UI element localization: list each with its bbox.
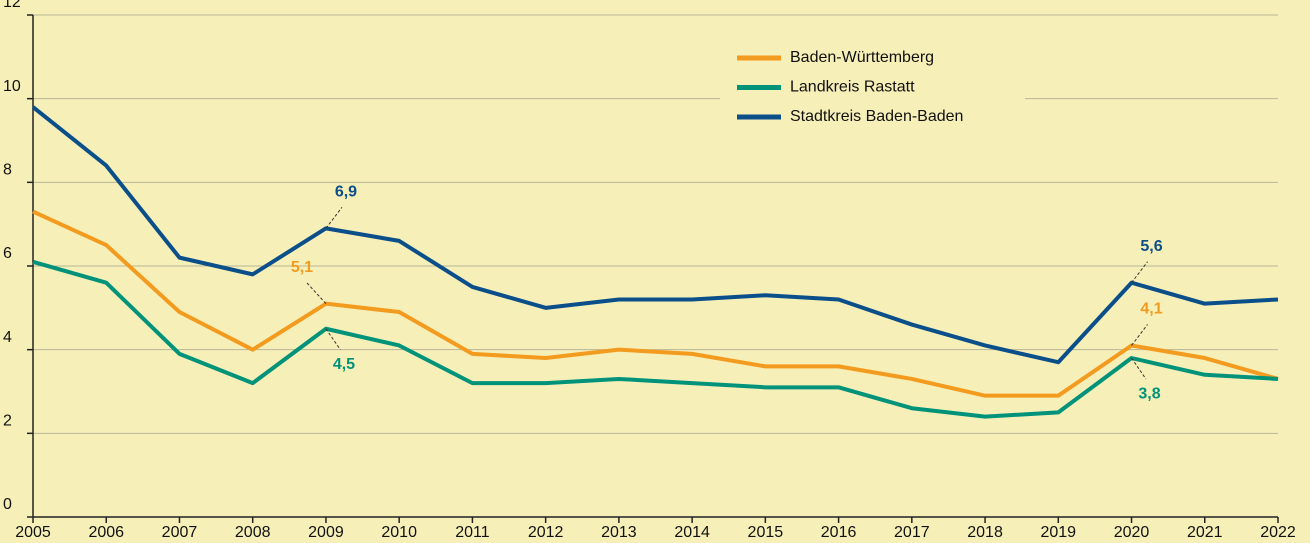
x-tick-label: 2015 [748,524,784,541]
legend-label: Baden-Württemberg [790,49,934,66]
x-tick-label: 2014 [674,524,710,541]
label-leader [1131,261,1148,284]
legend-label: Landkreis Rastatt [790,79,915,96]
x-tick-label: 2013 [601,524,637,541]
y-tick-label: 2 [3,413,12,430]
value-label: 5,6 [1140,238,1162,255]
label-leader [325,207,343,229]
value-label: 4,1 [1140,301,1162,318]
value-label: 4,5 [333,356,355,373]
label-leader [306,282,327,304]
x-tick-label: 2009 [308,524,344,541]
series-line [31,105,1279,365]
x-tick-label: 2012 [528,524,564,541]
y-tick-label: 10 [3,78,21,95]
legend-label: Stadtkreis Baden-Baden [790,108,963,125]
x-tick-label: 2005 [15,524,51,541]
x-tick-label: 2022 [1260,524,1296,541]
y-tick-label: 4 [3,329,12,346]
x-tick-label: 2018 [967,524,1003,541]
x-tick-label: 2010 [381,524,417,541]
value-label: 6,9 [335,184,357,201]
label-leader [325,328,341,351]
series-line [32,259,1279,419]
x-tick-label: 2007 [162,524,198,541]
value-label: 5,1 [291,259,313,276]
label-leader [1131,357,1147,380]
y-tick-label: 8 [3,162,12,179]
x-tick-label: 2016 [821,524,857,541]
y-tick-label: 0 [3,496,12,513]
x-tick-label: 2006 [88,524,124,541]
x-tick-label: 2021 [1187,524,1223,541]
x-tick-label: 2011 [455,524,490,541]
x-tick-label: 2008 [235,524,271,541]
y-tick-label: 6 [3,245,12,262]
x-tick-label: 2017 [894,524,930,541]
value-label: 3,8 [1138,385,1160,402]
y-tick-label: 12 [3,0,21,11]
x-tick-label: 2020 [1114,524,1150,541]
series-line [32,209,1279,398]
x-tick-label: 2019 [1040,524,1076,541]
label-leader [1131,324,1148,346]
